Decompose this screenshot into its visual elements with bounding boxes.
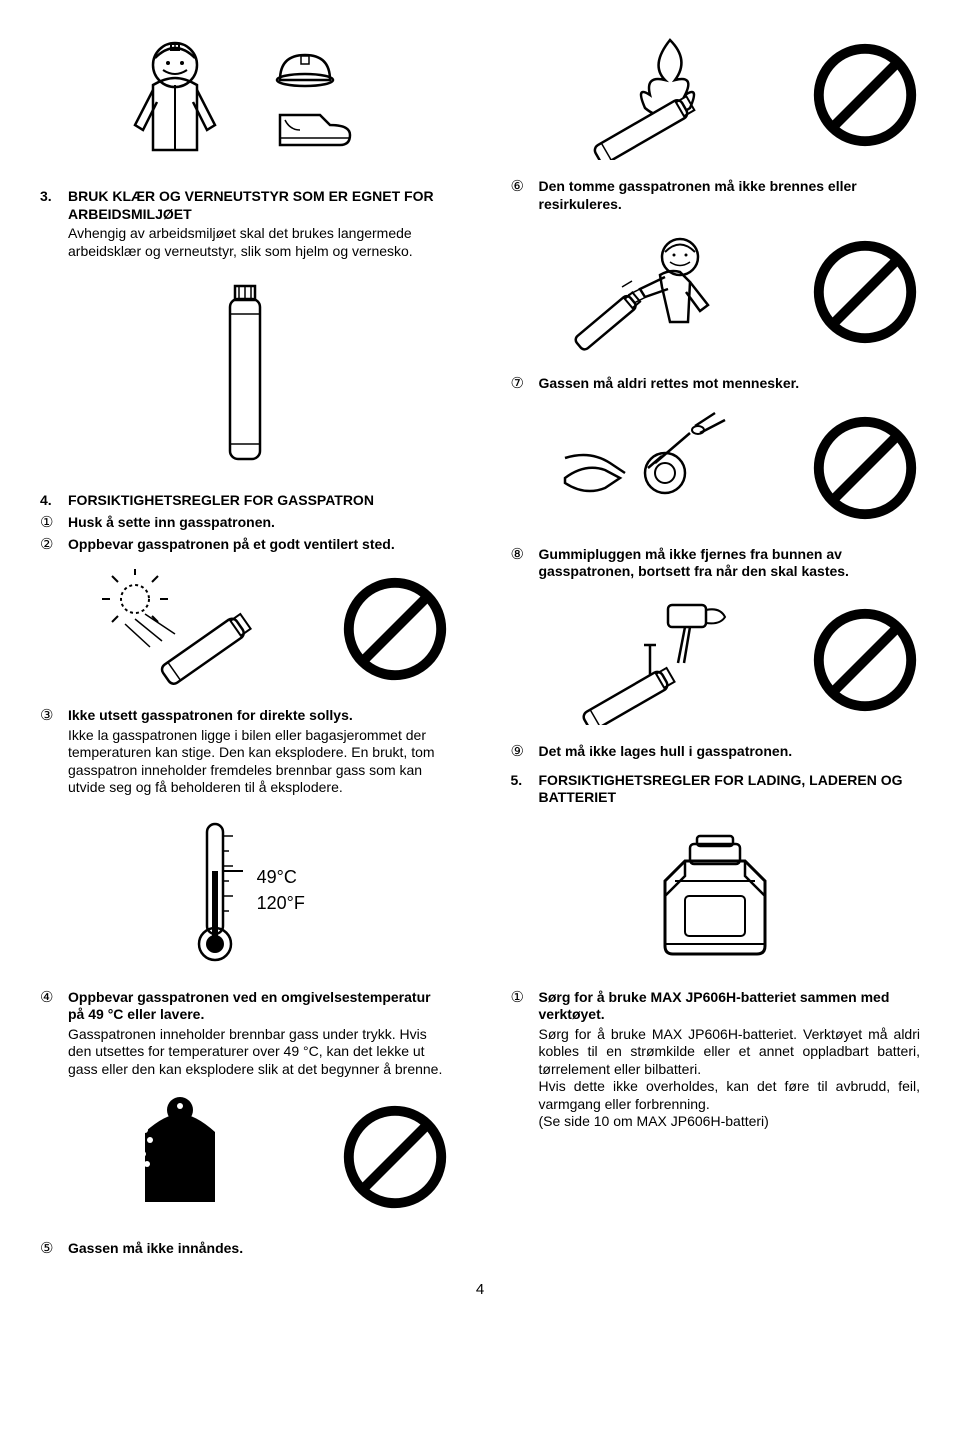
circle-8: ⑧ xyxy=(511,546,529,581)
aim-person-icon xyxy=(550,227,750,357)
item-6: ⑥ Den tomme gasspatronen må ikke brennes… xyxy=(511,178,921,213)
item-9-text: Det må ikke lages hull i gasspatronen. xyxy=(539,743,921,762)
section-3-body: Avhengig av arbeidsmiljøet skal det bruk… xyxy=(68,225,450,260)
item-5-1-title: Sørg for å bruke MAX JP606H-batteriet sa… xyxy=(539,989,921,1024)
right-column: ⑥ Den tomme gasspatronen må ikke brennes… xyxy=(511,20,921,1263)
prohibit-icon xyxy=(810,237,920,347)
item-4-3: ③ Ikke utsett gasspatronen for direkte s… xyxy=(40,707,450,797)
illus-inhale-prohibit xyxy=(40,1092,450,1222)
section-3-title: BRUK KLÆR OG VERNEUTSTYR SOM ER EGNET FO… xyxy=(68,188,450,223)
section-5-number: 5. xyxy=(511,772,529,807)
hammer-nail-icon xyxy=(550,595,750,725)
item-4-1: ① Husk å sette inn gasspatronen. xyxy=(40,514,450,533)
circle-4: ④ xyxy=(40,989,58,1079)
item-4-5-text: Gassen må ikke innåndes. xyxy=(68,1240,450,1259)
thermometer-icon xyxy=(185,816,245,966)
page-columns: 3. BRUK KLÆR OG VERNEUTSTYR SOM ER EGNET… xyxy=(40,20,920,1263)
item-4-5: ⑤ Gassen må ikke innåndes. xyxy=(40,1240,450,1259)
item-4-4: ④ Oppbevar gasspatronen ved en omgivelse… xyxy=(40,989,450,1079)
section-5: 5. FORSIKTIGHETSREGLER FOR LADING, LADER… xyxy=(511,772,921,807)
thermometer-labels: 49°C 120°F xyxy=(257,865,305,915)
section-3: 3. BRUK KLÆR OG VERNEUTSTYR SOM ER EGNET… xyxy=(40,188,450,260)
item-4-2: ② Oppbevar gasspatronen på et godt venti… xyxy=(40,536,450,555)
illus-cartridge xyxy=(40,274,450,474)
left-column: 3. BRUK KLÆR OG VERNEUTSTYR SOM ER EGNET… xyxy=(40,20,450,1263)
item-4-3-title: Ikke utsett gasspatronen for direkte sol… xyxy=(68,707,450,725)
item-5-1-body: Sørg for å bruke MAX JP606H-batteriet. V… xyxy=(539,1026,921,1131)
illus-pliers-prohibit xyxy=(511,408,921,528)
thermo-c: 49°C xyxy=(257,865,305,890)
item-4-2-text: Oppbevar gasspatronen på et godt ventile… xyxy=(68,536,450,555)
item-8-text: Gummipluggen må ikke fjernes fra bunnen … xyxy=(539,546,921,581)
section-4-number: 4. xyxy=(40,492,58,510)
illus-battery xyxy=(511,821,921,971)
item-4-1-text: Husk å sette inn gasspatronen. xyxy=(68,514,450,533)
circle-5: ⑤ xyxy=(40,1240,58,1259)
illus-sunlight-prohibit xyxy=(40,569,450,689)
item-5-1: ① Sørg for å bruke MAX JP606H-batteriet … xyxy=(511,989,921,1131)
thermo-f: 120°F xyxy=(257,891,305,916)
prohibit-icon xyxy=(340,574,450,684)
illus-ppe-worker xyxy=(40,30,450,170)
pliers-plug-icon xyxy=(550,408,750,528)
prohibit-icon xyxy=(340,1102,450,1212)
circle-9: ⑨ xyxy=(511,743,529,762)
item-7: ⑦ Gassen må aldri rettes mot mennesker. xyxy=(511,375,921,394)
circle-1: ① xyxy=(40,514,58,533)
inhale-icon xyxy=(95,1092,265,1222)
section-3-number: 3. xyxy=(40,188,58,260)
fire-cartridge-icon xyxy=(550,30,750,160)
item-4-4-body: Gasspatronen inneholder brennbar gass un… xyxy=(68,1026,450,1079)
item-8: ⑧ Gummipluggen må ikke fjernes fra bunne… xyxy=(511,546,921,581)
ppe-worker-icon xyxy=(95,30,395,170)
section-4-title: FORSIKTIGHETSREGLER FOR GASSPATRON xyxy=(68,492,450,510)
illus-hammer-prohibit xyxy=(511,595,921,725)
page-number: 4 xyxy=(40,1281,920,1300)
circle-7: ⑦ xyxy=(511,375,529,394)
item-6-text: Den tomme gasspatronen må ikke brennes e… xyxy=(539,178,921,213)
item-4-4-title: Oppbevar gasspatronen ved en omgivelsest… xyxy=(68,989,450,1024)
circle-6: ⑥ xyxy=(511,178,529,213)
circle-2: ② xyxy=(40,536,58,555)
item-9: ⑨ Det må ikke lages hull i gasspatronen. xyxy=(511,743,921,762)
sunlight-cartridge-icon xyxy=(80,569,280,689)
illus-person-prohibit xyxy=(511,227,921,357)
circle-3: ③ xyxy=(40,707,58,797)
item-4-3-body: Ikke la gasspatronen ligge i bilen eller… xyxy=(68,727,450,797)
cartridge-icon xyxy=(205,274,285,474)
section-4: 4. FORSIKTIGHETSREGLER FOR GASSPATRON xyxy=(40,492,450,510)
prohibit-icon xyxy=(810,605,920,715)
battery-icon xyxy=(635,826,795,966)
prohibit-icon xyxy=(810,413,920,523)
illus-fire-prohibit xyxy=(511,30,921,160)
section-5-title: FORSIKTIGHETSREGLER FOR LADING, LADEREN … xyxy=(539,772,921,807)
item-7-text: Gassen må aldri rettes mot mennesker. xyxy=(539,375,921,394)
circle-1b: ① xyxy=(511,989,529,1131)
illus-thermometer: 49°C 120°F xyxy=(40,811,450,971)
prohibit-icon xyxy=(810,40,920,150)
